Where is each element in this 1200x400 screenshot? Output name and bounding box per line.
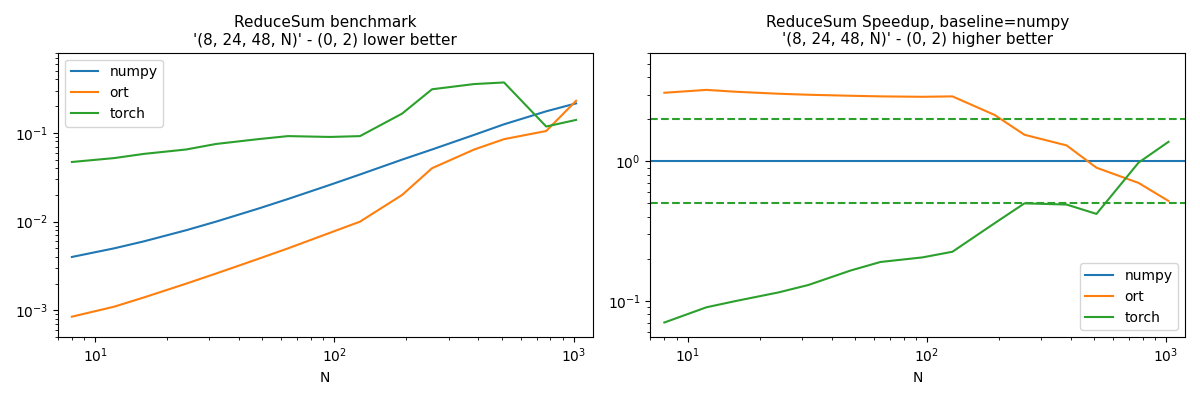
ort — [1090, 165, 1104, 170]
ort — [874, 94, 888, 99]
numpy — [65, 254, 79, 259]
torch — [1132, 160, 1146, 165]
ort — [209, 271, 223, 276]
Line: ort: ort — [72, 101, 576, 317]
torch — [730, 298, 744, 303]
X-axis label: N: N — [912, 371, 923, 385]
ort — [137, 295, 151, 300]
torch — [539, 124, 553, 129]
torch — [65, 160, 79, 164]
torch — [137, 152, 151, 156]
torch — [658, 320, 672, 325]
ort — [772, 91, 786, 96]
numpy — [467, 132, 481, 137]
ort — [425, 166, 439, 171]
torch — [467, 82, 481, 86]
ort — [395, 192, 409, 197]
torch — [1162, 140, 1176, 144]
numpy — [281, 196, 295, 201]
Line: numpy: numpy — [72, 103, 576, 257]
torch — [323, 134, 337, 139]
torch — [946, 249, 960, 254]
ort — [65, 314, 79, 319]
ort — [730, 89, 744, 94]
torch — [281, 134, 295, 138]
ort — [802, 92, 816, 97]
ort — [353, 219, 367, 224]
numpy — [442, 159, 456, 164]
Line: torch: torch — [72, 82, 576, 162]
torch — [1018, 201, 1032, 206]
numpy — [323, 182, 337, 187]
Line: torch: torch — [665, 142, 1169, 322]
Legend: numpy, ort, torch: numpy, ort, torch — [65, 60, 163, 127]
numpy — [395, 157, 409, 162]
torch — [107, 156, 121, 160]
ort — [251, 256, 265, 261]
ort — [281, 246, 295, 251]
ort — [107, 304, 121, 309]
ort — [844, 93, 858, 98]
torch — [569, 118, 583, 122]
torch — [772, 290, 786, 295]
ort — [700, 88, 714, 92]
torch — [1090, 212, 1104, 216]
Title: ReduceSum benchmark
'(8, 24, 48, N)' - (0, 2) lower better: ReduceSum benchmark '(8, 24, 48, N)' - (… — [193, 15, 457, 47]
torch — [251, 137, 265, 142]
ort — [1060, 143, 1074, 148]
ort — [1132, 180, 1146, 185]
numpy — [569, 101, 583, 106]
numpy — [353, 172, 367, 177]
Legend: numpy, ort, torch: numpy, ort, torch — [1080, 263, 1178, 330]
torch — [425, 87, 439, 92]
torch — [844, 268, 858, 273]
ort — [323, 230, 337, 235]
numpy — [107, 246, 121, 251]
ort — [539, 129, 553, 134]
torch — [916, 255, 930, 260]
numpy — [179, 228, 193, 233]
X-axis label: N: N — [320, 371, 330, 385]
torch — [209, 142, 223, 146]
torch — [874, 260, 888, 264]
numpy — [539, 109, 553, 114]
torch — [179, 147, 193, 152]
ort — [658, 90, 672, 95]
ort — [497, 137, 511, 142]
numpy — [137, 239, 151, 244]
torch — [1060, 202, 1074, 207]
ort — [467, 147, 481, 152]
Line: ort: ort — [665, 90, 1169, 201]
torch — [395, 111, 409, 116]
ort — [569, 98, 583, 103]
torch — [988, 221, 1002, 226]
ort — [946, 94, 960, 99]
ort — [1018, 132, 1032, 137]
ort — [1162, 198, 1176, 203]
torch — [497, 80, 511, 85]
Title: ReduceSum Speedup, baseline=numpy
'(8, 24, 48, N)' - (0, 2) higher better: ReduceSum Speedup, baseline=numpy '(8, 2… — [766, 15, 1069, 47]
ort — [916, 94, 930, 99]
numpy — [497, 122, 511, 127]
numpy — [425, 147, 439, 152]
numpy — [209, 219, 223, 224]
torch — [802, 282, 816, 287]
numpy — [251, 206, 265, 211]
torch — [353, 134, 367, 138]
ort — [988, 112, 1002, 117]
ort — [179, 281, 193, 286]
torch — [700, 305, 714, 310]
